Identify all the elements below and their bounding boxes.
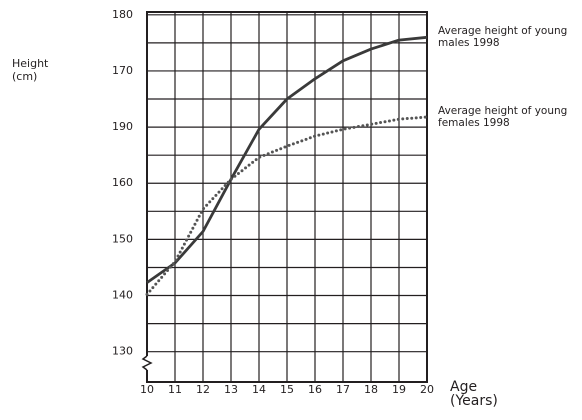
x-tick-label: 12 bbox=[196, 383, 210, 396]
y-tick-label: 160 bbox=[112, 176, 133, 189]
x-tick-label: 17 bbox=[336, 383, 350, 396]
plot-frame bbox=[146, 11, 428, 383]
x-tick-label: 20 bbox=[420, 383, 434, 396]
series-label: Average height of young females 1998 bbox=[438, 104, 568, 130]
y-tick-label: 150 bbox=[112, 232, 133, 245]
series-label: Average height of young males 1998 bbox=[438, 25, 568, 50]
x-tick-label: 16 bbox=[308, 383, 322, 396]
x-tick-label: 15 bbox=[280, 383, 294, 396]
x-tick-label: 14 bbox=[252, 383, 266, 396]
y-tick-label: 130 bbox=[112, 345, 133, 358]
x-tick-label: 11 bbox=[168, 383, 182, 396]
y-tick-label: 170 bbox=[112, 64, 133, 77]
series-line bbox=[146, 35, 428, 284]
x-tick-label: 10 bbox=[140, 383, 154, 396]
grid bbox=[146, 12, 428, 382]
series-line bbox=[145, 115, 429, 296]
x-tick-label: 13 bbox=[224, 383, 238, 396]
y-tick-label: 180 bbox=[112, 8, 133, 21]
y-tick-label: 140 bbox=[112, 289, 133, 302]
axis-break bbox=[141, 355, 153, 371]
y-axis-label: Height (cm) bbox=[12, 57, 49, 83]
x-tick-label: 19 bbox=[392, 383, 406, 396]
y-tick-label: 190 bbox=[112, 120, 133, 133]
x-tick-label: 18 bbox=[364, 383, 378, 396]
x-axis-label: Age (Years) bbox=[450, 379, 498, 409]
